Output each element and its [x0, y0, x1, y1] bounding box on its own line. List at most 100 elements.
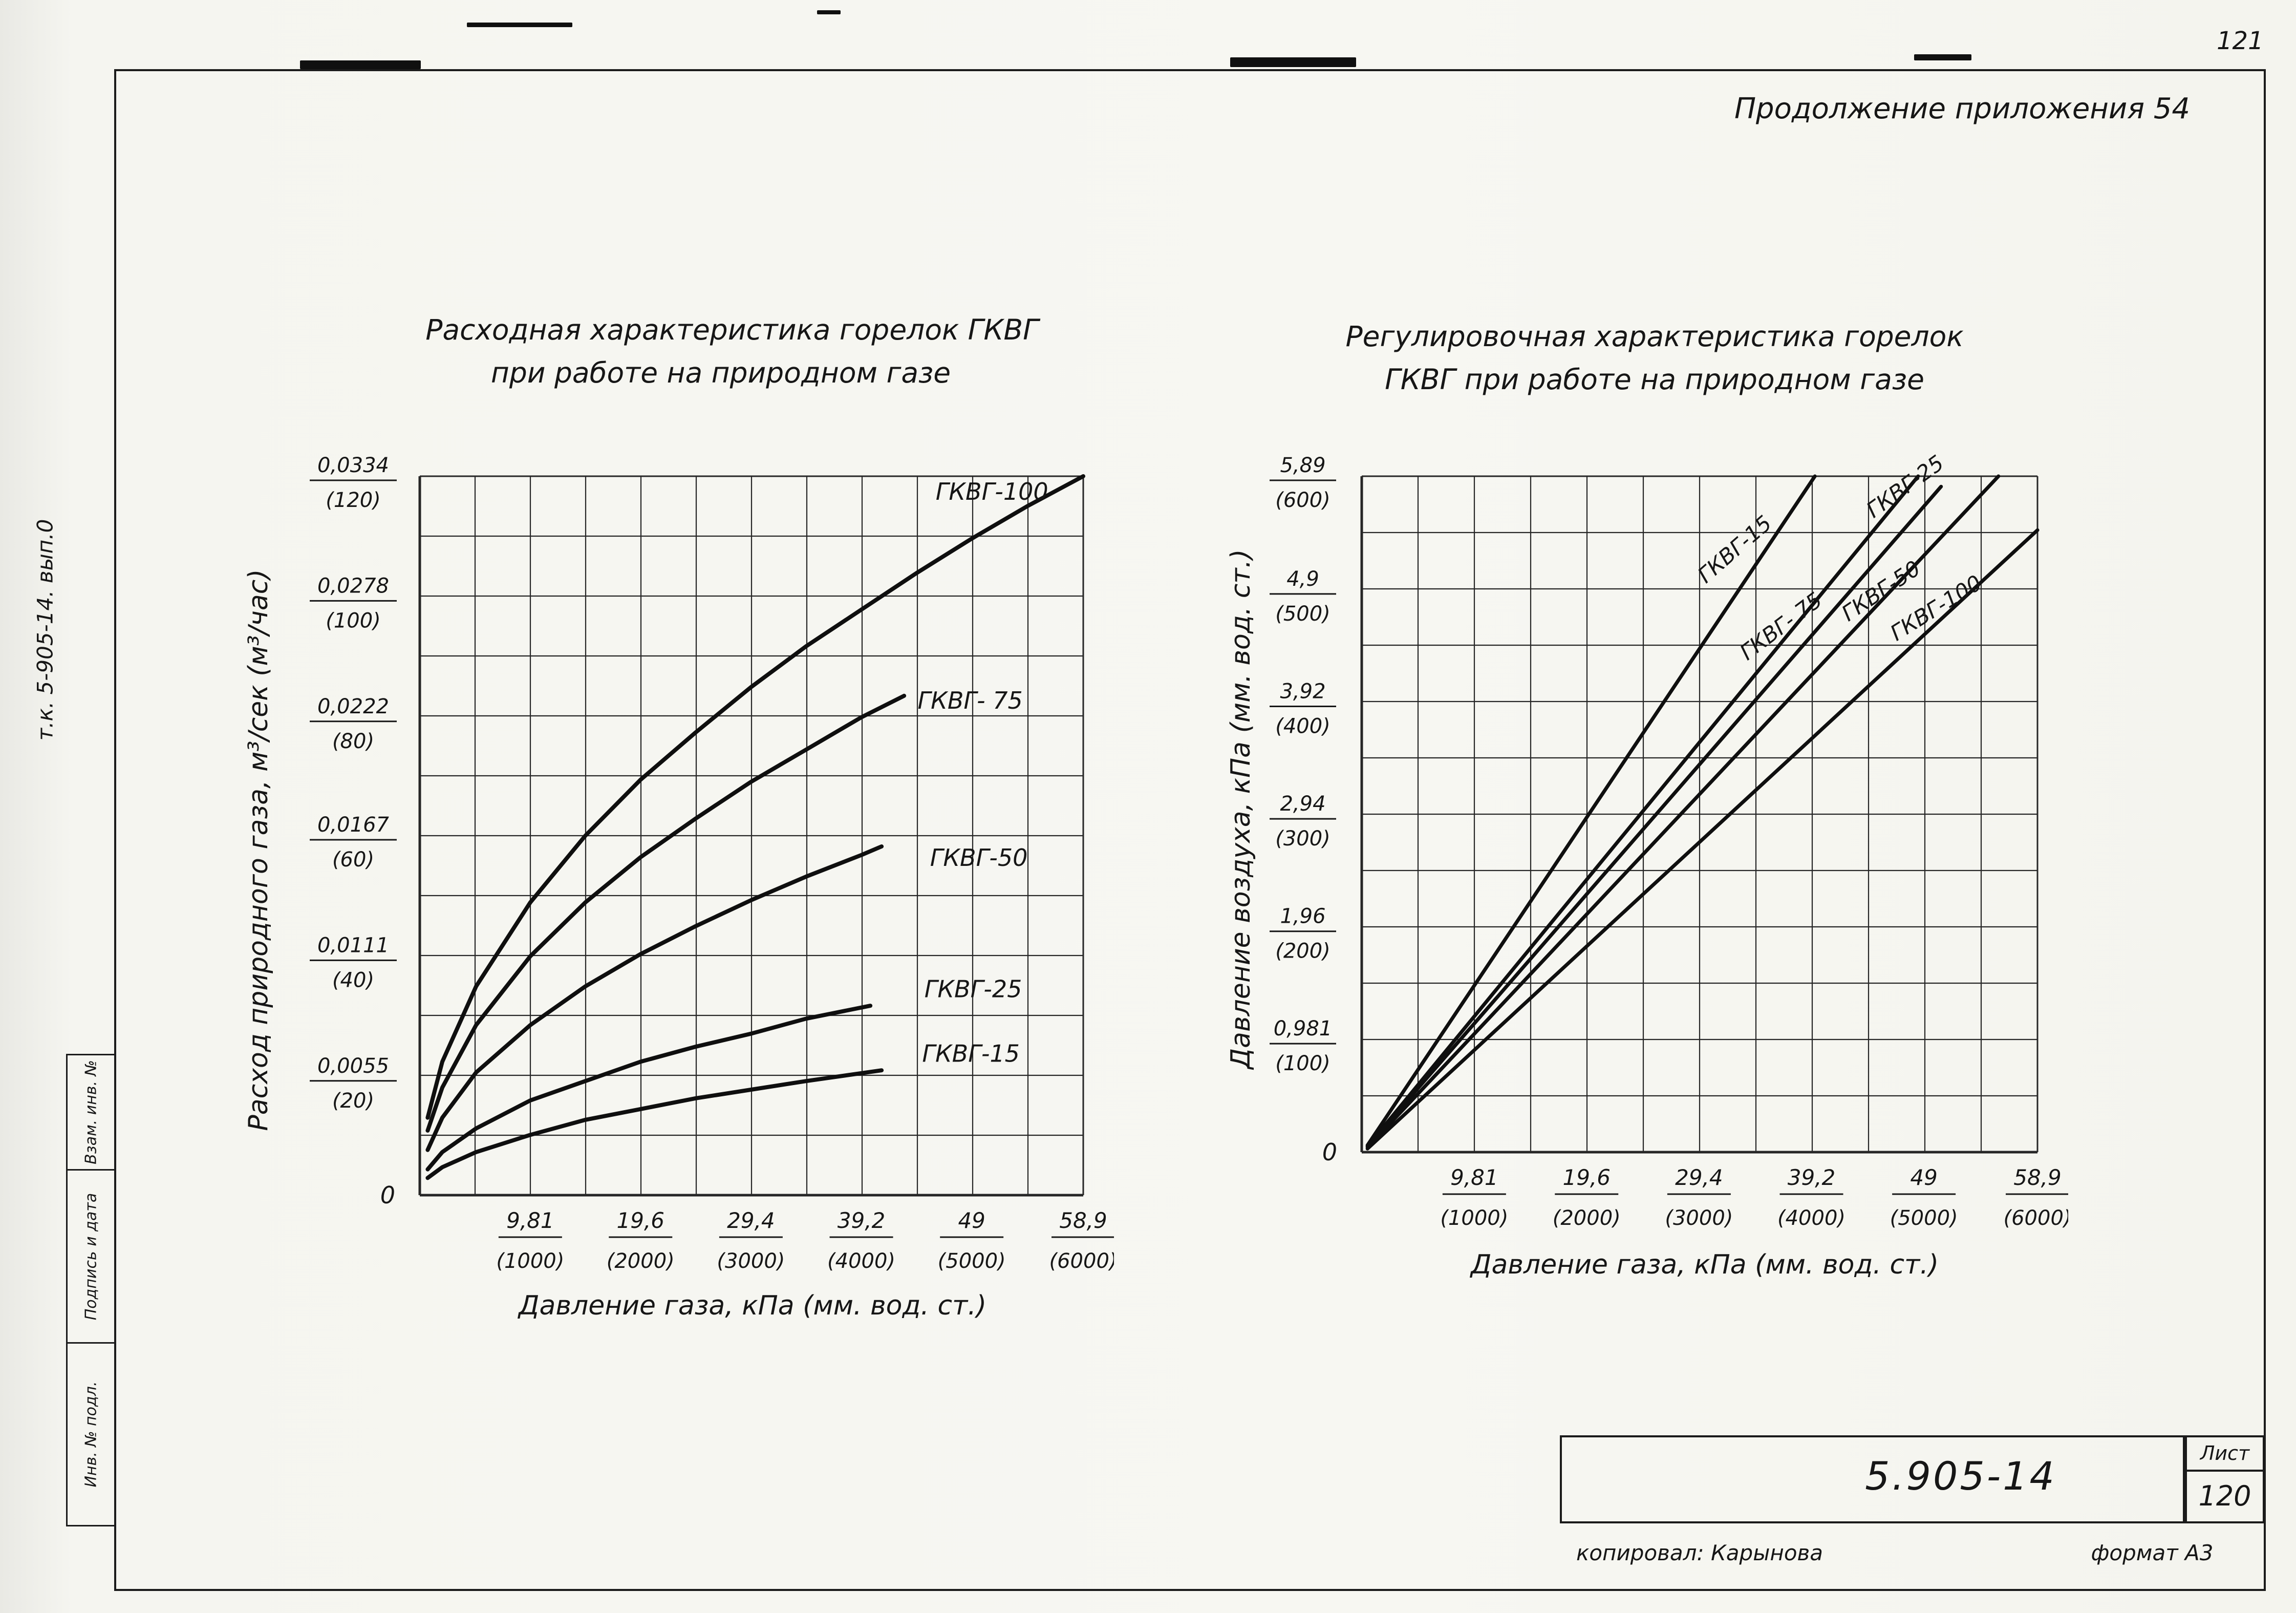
y-tick-value: 2,94: [1280, 792, 1325, 816]
origin-label: 0: [1322, 1138, 1337, 1166]
x-tick-value: 49: [1910, 1165, 1937, 1190]
x-tick-value: 39,2: [1788, 1165, 1836, 1190]
series-label-ГКВГ-75: ГКВГ- 75: [1735, 587, 1827, 665]
stamp-cell-label: Инв. № подл.: [82, 1381, 100, 1488]
y-tick-subvalue: (600): [1275, 489, 1331, 512]
series-label-ГКВГ-75: ГКВГ- 75: [918, 687, 1023, 714]
series-curve-ГКВГ-100: [425, 474, 1085, 1120]
x-tick-subvalue: (5000): [938, 1249, 1006, 1273]
copied-by-note: копировал: Карынова: [1576, 1540, 1823, 1565]
x-tick-subvalue: (6000): [1049, 1249, 1114, 1273]
y-tick-value: 0,0055: [317, 1054, 389, 1078]
y-tick-subvalue: (400): [1275, 714, 1331, 738]
side-note: т.к. 5-905-14. вып.0: [32, 519, 58, 741]
stamp-column: Взам. инв. № Подпись и дата Инв. № подл.: [66, 1054, 116, 1526]
y-tick-value: 0,0167: [317, 813, 390, 837]
x-tick-subvalue: (3000): [717, 1249, 785, 1273]
y-tick-value: 0,0222: [317, 695, 389, 718]
series-curve-ГКВГ-75: [1365, 484, 1943, 1149]
scan-mark: [467, 23, 572, 27]
x-tick-value: 9,81: [506, 1208, 554, 1233]
x-tick-value: 29,4: [727, 1208, 775, 1233]
regulation-chart: 9,81 (1000) 19,6 (2000) 29,4 (3000) 39,2 (4000)…: [1218, 445, 2068, 1306]
chart-grid: [1360, 475, 2038, 1154]
sheet-box-divider: [2185, 1470, 2265, 1472]
series-curve-ГКВГ-15: [1365, 474, 1817, 1148]
y-tick-value: 3,92: [1280, 680, 1325, 703]
x-tick-value: 29,4: [1675, 1165, 1723, 1190]
x-tick-subvalue: (6000): [2003, 1206, 2068, 1230]
regulation-chart-title-line1: Регулировочная характеристика горелок: [1345, 320, 1964, 353]
y-tick-value: 0,981: [1274, 1017, 1333, 1041]
scan-mark: [817, 10, 841, 14]
x-tick-subvalue: (1000): [496, 1249, 564, 1273]
series-curve-ГКВГ-100: [1365, 528, 2040, 1151]
y-tick-subvalue: (500): [1275, 602, 1331, 626]
x-tick-subvalue: (2000): [607, 1249, 675, 1273]
chart-svg: 9,81 (1000) 19,6 (2000) 29,4 (3000) 39,2 (4000)…: [310, 454, 1114, 1273]
stamp-cell: Взам. инв. №: [68, 1055, 115, 1169]
sheet-number: 120: [2198, 1480, 2251, 1512]
flow-chart-y-axis-label: Расход природного газа, м³/сек (м³/час): [243, 569, 274, 1131]
x-tick-value: 58,9: [1059, 1208, 1107, 1233]
regulation-chart-title-line2: ГКВГ при работе на природном газе: [1385, 363, 1924, 396]
x-tick-value: 9,81: [1450, 1165, 1498, 1190]
y-tick-value: 1,96: [1280, 905, 1325, 928]
flow-chart: 9,81 (1000) 19,6 (2000) 29,4 (3000) 39,2 (4000)…: [276, 445, 1114, 1349]
x-tick-subvalue: (5000): [1890, 1206, 1958, 1230]
stamp-cell-label: Подпись и дата: [82, 1193, 100, 1320]
series-label-ГКВГ-25: ГКВГ-25: [925, 975, 1022, 1003]
flow-chart-x-axis-label: Давление газа, кПа (мм. вод. ст.): [518, 1290, 987, 1321]
series-label-ГКВГ-15: ГКВГ-15: [922, 1039, 1020, 1067]
x-tick-value: 39,2: [838, 1208, 886, 1233]
y-tick-subvalue: (200): [1275, 940, 1331, 963]
x-tick-value: 49: [958, 1208, 985, 1233]
y-tick-value: 0,0278: [317, 574, 389, 598]
flow-chart-title-line2: при работе на природном газе: [490, 356, 951, 389]
y-tick-subvalue: (20): [332, 1089, 374, 1113]
title-block-doc-number: 5.905-14: [1865, 1453, 2056, 1499]
page-header: Продолжение приложения 54: [1734, 92, 2191, 125]
series-label-ГКВГ-100: ГКВГ-100: [936, 478, 1048, 505]
series-curve-ГКВГ-15: [425, 1068, 884, 1180]
series-curve-ГКВГ-75: [425, 693, 907, 1133]
y-tick-value: 0,0334: [317, 454, 389, 477]
y-tick-subvalue: (40): [332, 968, 374, 992]
chart-grid: [418, 475, 1084, 1197]
stamp-cell: Инв. № подл.: [68, 1342, 115, 1525]
flow-chart-title-line1: Расходная характеристика горелок ГКВГ: [425, 313, 1039, 346]
x-tick-subvalue: (2000): [1553, 1206, 1621, 1230]
scan-mark: [300, 60, 421, 69]
series-label-ГКВГ-50: ГКВГ-50: [930, 844, 1028, 872]
x-tick-subvalue: (3000): [1665, 1206, 1733, 1230]
y-tick-value: 0,0111: [317, 933, 389, 957]
sheet-label: Лист: [2200, 1442, 2250, 1465]
series-curve-ГКВГ-25: [1365, 474, 1920, 1149]
y-tick-subvalue: (100): [326, 609, 381, 632]
regulation-chart-x-axis-label: Давление газа, кПа (мм. вод. ст.): [1470, 1249, 1939, 1280]
series-curve-ГКВГ-50: [1365, 474, 2001, 1150]
drawing-frame: [114, 69, 2266, 1591]
stamp-cell: Подпись и дата: [68, 1169, 115, 1342]
x-tick-subvalue: (1000): [1440, 1206, 1508, 1230]
series-curve-ГКВГ-50: [425, 844, 884, 1152]
y-tick-value: 4,9: [1286, 567, 1319, 591]
x-tick-subvalue: (4000): [1777, 1206, 1846, 1230]
format-note: формат А3: [2091, 1540, 2214, 1565]
page-number: 121: [2217, 27, 2264, 55]
y-tick-subvalue: (60): [332, 848, 374, 872]
origin-label: 0: [380, 1181, 395, 1209]
chart-svg: 9,81 (1000) 19,6 (2000) 29,4 (3000) 39,2 (4000)…: [1270, 450, 2068, 1230]
scan-mark: [1230, 57, 1356, 67]
stamp-cell-label: Взам. инв. №: [82, 1060, 100, 1164]
y-tick-subvalue: (100): [1275, 1052, 1331, 1075]
y-tick-subvalue: (80): [332, 730, 374, 753]
title-block: [1560, 1435, 2185, 1523]
x-tick-value: 19,6: [617, 1208, 665, 1233]
x-tick-subvalue: (4000): [827, 1249, 895, 1273]
series-label-ГКВГ-25: ГКВГ-25: [1862, 450, 1949, 523]
x-tick-value: 19,6: [1562, 1165, 1611, 1190]
x-tick-value: 58,9: [2013, 1165, 2062, 1190]
sheet-number-box: [2185, 1435, 2265, 1523]
